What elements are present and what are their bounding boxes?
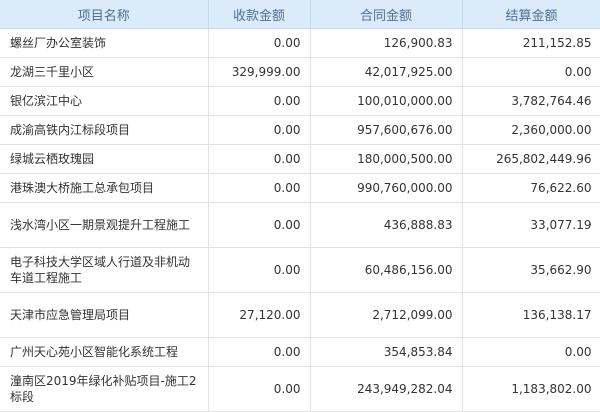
received-amount-cell: 329,999.00 [208,57,311,87]
table-row[interactable]: 港珠澳大桥施工总承包项目 0.00 990,760,000.00 76,622.60 [0,173,600,203]
received-amount-cell: 0.00 [208,202,311,248]
contract-amount-cell: 60,486,156.00 [310,247,463,293]
project-name-cell: 潼南区2019年绿化补贴项目-施工2标段 [0,366,209,412]
settlement-amount-cell: 35,662.90 [462,247,600,293]
settlement-amount-cell: 0.00 [462,337,600,367]
received-amount-cell: 0.00 [208,115,311,145]
contract-amount-cell: 42,017,925.00 [310,57,463,87]
settlement-amount-cell: 265,802,449.96 [462,144,600,174]
contract-amount-cell: 957,600,676.00 [310,115,463,145]
table-row[interactable]: 龙湖三千里小区 329,999.00 42,017,925.00 0.00 [0,57,600,87]
header-project-name[interactable]: 项目名称 [0,0,209,29]
settlement-amount-cell: 3,782,764.46 [462,86,600,116]
received-amount-cell: 0.00 [208,366,311,412]
received-amount-cell: 0.00 [208,337,311,367]
project-name-cell: 成渝高铁内江标段项目 [0,115,209,145]
header-contract-amount[interactable]: 合同金额 [310,0,463,29]
settlement-amount-cell: 136,138.17 [462,292,600,338]
table-row[interactable]: 绿城云栖玫瑰园 0.00 180,000,500.00 265,802,449.96 [0,144,600,174]
project-name-cell: 电子科技大学区域人行道及非机动车道工程施工 [0,247,209,293]
contract-amount-cell: 436,888.83 [310,202,463,248]
table-row[interactable]: 成渝高铁内江标段项目 0.00 957,600,676.00 2,360,000.00 [0,115,600,145]
settlement-amount-cell: 76,622.60 [462,173,600,203]
table-row[interactable]: 广州天心苑小区智能化系统工程 0.00 354,853.84 0.00 [0,337,600,367]
table-row[interactable]: 螺丝厂办公室装饰 0.00 126,900.83 211,152.85 [0,28,600,58]
project-name-cell: 浅水湾小区一期景观提升工程施工 [0,202,209,248]
table-row[interactable]: 天津市应急管理局项目 27,120.00 2,712,099.00 136,138.1… [0,292,600,338]
settlement-amount-cell: 1,183,802.00 [462,366,600,412]
received-amount-cell: 0.00 [208,247,311,293]
received-amount-cell: 0.00 [208,28,311,58]
settlement-amount-cell: 211,152.85 [462,28,600,58]
project-name-cell: 银亿滨江中心 [0,86,209,116]
project-name-cell: 绿城云栖玫瑰园 [0,144,209,174]
project-name-cell: 螺丝厂办公室装饰 [0,28,209,58]
header-received-amount[interactable]: 收款金额 [208,0,311,29]
contract-amount-cell: 180,000,500.00 [310,144,463,174]
table-row[interactable]: 潼南区2019年绿化补贴项目-施工2标段 0.00 243,949,282.04 1,… [0,366,600,412]
table-row[interactable]: 电子科技大学区域人行道及非机动车道工程施工 0.00 60,486,156.00 35… [0,247,600,293]
table-row[interactable]: 浅水湾小区一期景观提升工程施工 0.00 436,888.83 33,077.19 [0,202,600,248]
contract-amount-cell: 2,712,099.00 [310,292,463,338]
contract-amount-cell: 243,949,282.04 [310,366,463,412]
contract-amount-cell: 126,900.83 [310,28,463,58]
settlement-amount-cell: 33,077.19 [462,202,600,248]
project-name-cell: 天津市应急管理局项目 [0,292,209,338]
header-settlement-amount[interactable]: 结算金额 [462,0,600,29]
settlement-amount-cell: 0.00 [462,57,600,87]
received-amount-cell: 27,120.00 [208,292,311,338]
table-row[interactable]: 银亿滨江中心 0.00 100,010,000.00 3,782,764.46 [0,86,600,116]
project-name-cell: 龙湖三千里小区 [0,57,209,87]
project-name-cell: 港珠澳大桥施工总承包项目 [0,173,209,203]
received-amount-cell: 0.00 [208,86,311,116]
header-row: 项目名称 收款金额 合同金额 结算金额 [0,0,600,29]
contract-amount-cell: 354,853.84 [310,337,463,367]
received-amount-cell: 0.00 [208,173,311,203]
contract-amount-cell: 990,760,000.00 [310,173,463,203]
settlement-amount-cell: 2,360,000.00 [462,115,600,145]
received-amount-cell: 0.00 [208,144,311,174]
project-name-cell: 广州天心苑小区智能化系统工程 [0,337,209,367]
contract-amount-cell: 100,010,000.00 [310,86,463,116]
